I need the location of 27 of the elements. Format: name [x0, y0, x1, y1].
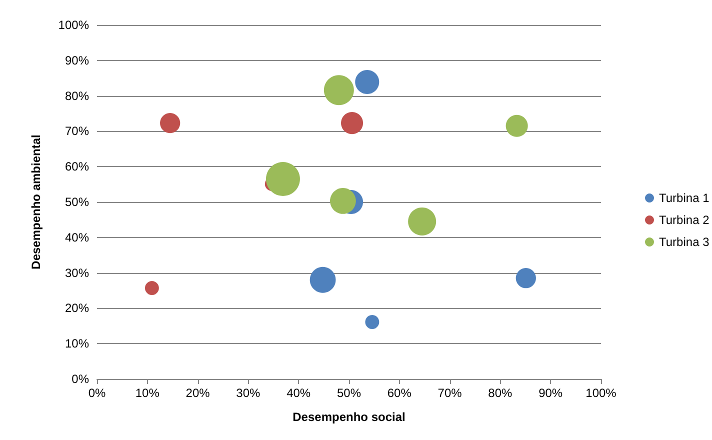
y-axis-title: Desempenho ambiental	[29, 134, 43, 270]
x-tick-label: 80%	[488, 386, 513, 400]
x-tick-label: 0%	[88, 386, 106, 400]
y-tick-label: 50%	[64, 195, 90, 209]
x-axis-title: Desempenho social	[292, 410, 406, 424]
legend-label: Turbina 3	[659, 235, 710, 249]
x-tick-label: 90%	[538, 386, 563, 400]
legend-label: Turbina 1	[659, 191, 710, 205]
x-tick-label: 100%	[586, 386, 617, 400]
x-tick-label: 10%	[135, 386, 160, 400]
y-tick-label: 0%	[72, 372, 90, 386]
x-tick-label: 60%	[387, 386, 412, 400]
y-tick-label: 30%	[64, 266, 90, 280]
x-tick-label: 50%	[336, 386, 362, 400]
y-tick-label: 90%	[64, 53, 90, 68]
y-tick-label: 100%	[58, 18, 90, 32]
y-tick-label: 40%	[64, 230, 90, 244]
y-tick-label: 70%	[64, 124, 90, 138]
x-tick-label: 20%	[186, 386, 210, 400]
x-tick-label: 70%	[438, 386, 462, 400]
y-tick-label: 60%	[64, 160, 90, 174]
y-tick-label: 10%	[64, 336, 90, 351]
x-tick-label: 40%	[286, 386, 311, 400]
x-tick-label: 30%	[236, 386, 261, 400]
legend-label: Turbina 2	[659, 213, 710, 227]
y-tick-label: 80%	[64, 88, 90, 103]
y-tick-label: 20%	[64, 301, 90, 316]
